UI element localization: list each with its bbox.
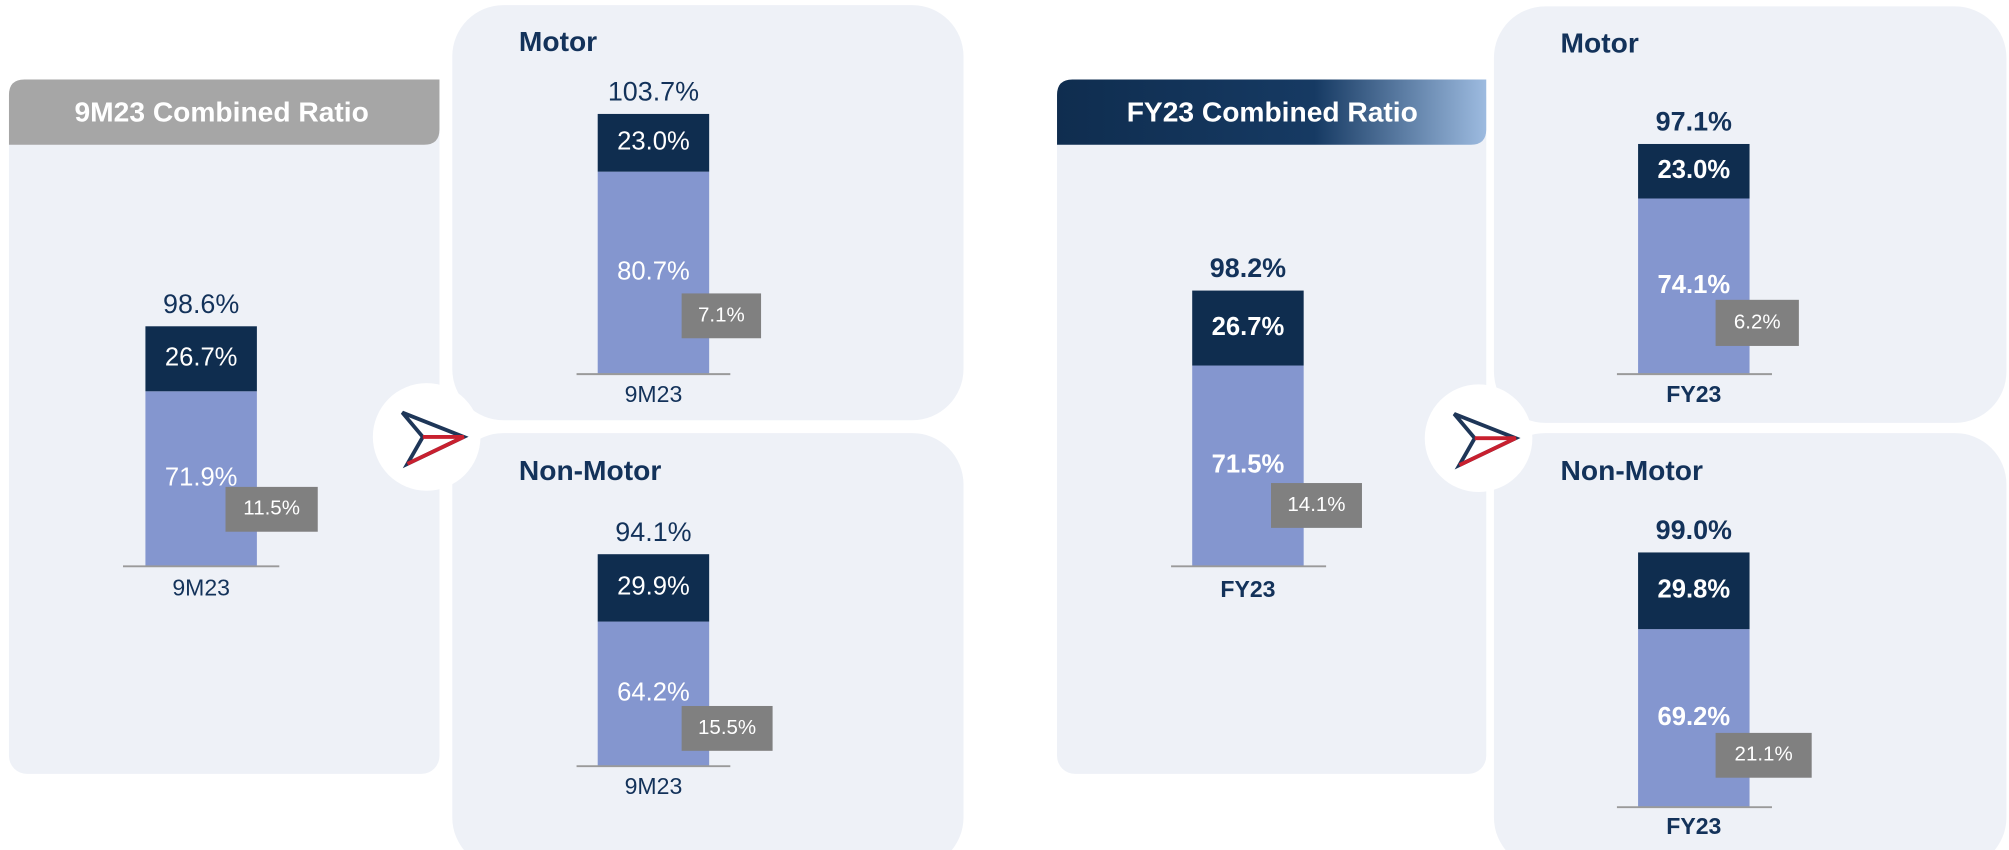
data-label: 80.7%: [617, 258, 690, 286]
chart-title: Motor: [519, 25, 597, 57]
data-label: 74.1%: [1657, 271, 1730, 299]
total-label: 94.1%: [615, 517, 691, 547]
charts: 9M23 Combined Ratio 71.9% 26.7% 98.6% 9M23 11…: [75, 25, 1812, 839]
total-label: 98.6%: [163, 289, 239, 319]
bar-segment: [597, 554, 710, 622]
inset-box: [1715, 299, 1799, 346]
chart-title: Non-Motor: [1561, 454, 1703, 486]
x-tick-label: FY23: [1666, 381, 1721, 407]
inset-label: 6.2%: [1734, 310, 1781, 333]
logo: [372, 383, 481, 491]
data-label: 29.9%: [617, 573, 690, 601]
data-label: 23.0%: [617, 128, 690, 156]
inset-label: 7.1%: [698, 303, 745, 326]
bar-segment: [1192, 290, 1304, 366]
inset-box: [1715, 732, 1812, 778]
inset-label: 14.1%: [1287, 493, 1345, 516]
data-label: 71.5%: [1212, 451, 1285, 479]
panel: [1493, 6, 2007, 423]
total-label: 103.7%: [608, 77, 699, 107]
bar-segment: [1638, 552, 1750, 630]
header-box: [1057, 79, 1487, 145]
data-label: 29.8%: [1657, 576, 1730, 604]
data-label: 64.2%: [617, 679, 690, 707]
x-tick-label: 9M23: [625, 381, 683, 407]
x-tick-label: 9M23: [625, 773, 683, 799]
data-label: 71.9%: [165, 464, 238, 492]
data-label: 26.7%: [165, 344, 238, 372]
header-box: [8, 79, 440, 145]
total-label: 98.2%: [1210, 253, 1286, 283]
data-label: 26.7%: [1212, 313, 1285, 341]
logo: [1424, 384, 1533, 493]
bar-segment: [1638, 143, 1750, 199]
chart-title: 9M23 Combined Ratio: [75, 95, 369, 127]
x-tick-label: FY23: [1666, 813, 1721, 839]
total-label: 97.1%: [1656, 107, 1732, 137]
inset-box: [681, 293, 762, 339]
chart-title: Motor: [1561, 26, 1639, 58]
bar-segment: [597, 113, 710, 172]
total-label: 99.0%: [1656, 515, 1732, 545]
bar-segment: [145, 391, 257, 567]
bar-segment: [597, 171, 710, 375]
bar-segment: [1192, 365, 1304, 567]
inset-label: 11.5%: [243, 497, 300, 520]
inset-box: [1271, 483, 1362, 528]
data-label: 69.2%: [1657, 703, 1730, 731]
chart-title: Non-Motor: [519, 454, 661, 486]
inset-label: 21.1%: [1735, 743, 1793, 766]
bar-segment: [145, 326, 257, 392]
inset-label: 15.5%: [698, 716, 756, 739]
inset-box: [681, 705, 773, 751]
panel: [1493, 433, 2007, 850]
x-tick-label: 9M23: [172, 574, 230, 600]
chart-title: FY23 Combined Ratio: [1127, 95, 1418, 127]
data-label: 23.0%: [1657, 156, 1730, 184]
inset-box: [225, 486, 318, 532]
x-tick-label: FY23: [1220, 576, 1275, 602]
